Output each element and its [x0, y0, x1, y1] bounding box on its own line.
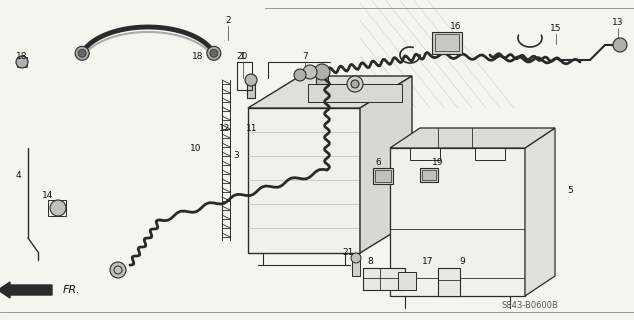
Bar — [48, 200, 66, 216]
Circle shape — [110, 262, 126, 278]
Polygon shape — [248, 76, 412, 108]
Text: 6: 6 — [375, 157, 381, 166]
Bar — [398, 272, 416, 290]
Text: 1: 1 — [240, 52, 246, 60]
Circle shape — [347, 76, 363, 92]
Bar — [237, 62, 252, 90]
Polygon shape — [390, 128, 555, 148]
Bar — [248, 108, 360, 253]
Text: 18: 18 — [192, 52, 204, 60]
Bar — [435, 34, 459, 51]
Circle shape — [303, 65, 317, 79]
Text: 8: 8 — [367, 258, 373, 267]
Text: 12: 12 — [219, 124, 231, 132]
Circle shape — [613, 38, 627, 52]
Circle shape — [16, 56, 28, 68]
Text: 3: 3 — [233, 150, 239, 159]
Bar — [375, 170, 391, 182]
Circle shape — [351, 253, 361, 263]
Text: 7: 7 — [302, 52, 308, 60]
Text: 20: 20 — [236, 52, 248, 60]
Bar — [318, 68, 326, 76]
Bar — [390, 148, 525, 296]
Circle shape — [245, 74, 257, 86]
Bar — [373, 168, 393, 184]
Text: 4: 4 — [15, 171, 21, 180]
Circle shape — [78, 49, 86, 57]
Text: 10: 10 — [190, 143, 202, 153]
Bar — [432, 32, 462, 54]
Bar — [363, 268, 405, 290]
Circle shape — [207, 46, 221, 60]
Bar — [17, 57, 27, 67]
Bar — [352, 258, 360, 276]
Text: 16: 16 — [450, 21, 462, 30]
Circle shape — [210, 49, 218, 57]
Circle shape — [75, 46, 89, 60]
Bar — [308, 84, 402, 102]
Text: FR.: FR. — [63, 285, 81, 295]
Text: 13: 13 — [612, 18, 624, 27]
Bar — [316, 74, 328, 84]
Bar — [422, 170, 436, 180]
Text: 15: 15 — [550, 23, 562, 33]
Bar — [420, 168, 438, 182]
Bar — [475, 148, 505, 160]
FancyArrow shape — [0, 282, 52, 298]
Text: 18: 18 — [16, 52, 28, 60]
Text: 21: 21 — [342, 247, 354, 257]
Text: 9: 9 — [459, 258, 465, 267]
Text: 5: 5 — [567, 186, 573, 195]
Text: 2: 2 — [225, 15, 231, 25]
Polygon shape — [525, 128, 555, 296]
Bar — [247, 80, 255, 98]
Text: 19: 19 — [432, 157, 444, 166]
Circle shape — [294, 69, 306, 81]
Bar — [410, 148, 440, 160]
Polygon shape — [360, 76, 412, 253]
Text: 11: 11 — [246, 124, 258, 132]
Circle shape — [50, 200, 66, 216]
Text: 17: 17 — [422, 258, 434, 267]
Text: 14: 14 — [42, 190, 54, 199]
Circle shape — [351, 80, 359, 88]
Bar — [438, 268, 460, 296]
Circle shape — [314, 64, 330, 80]
Text: S843-B0600B: S843-B0600B — [501, 300, 559, 309]
